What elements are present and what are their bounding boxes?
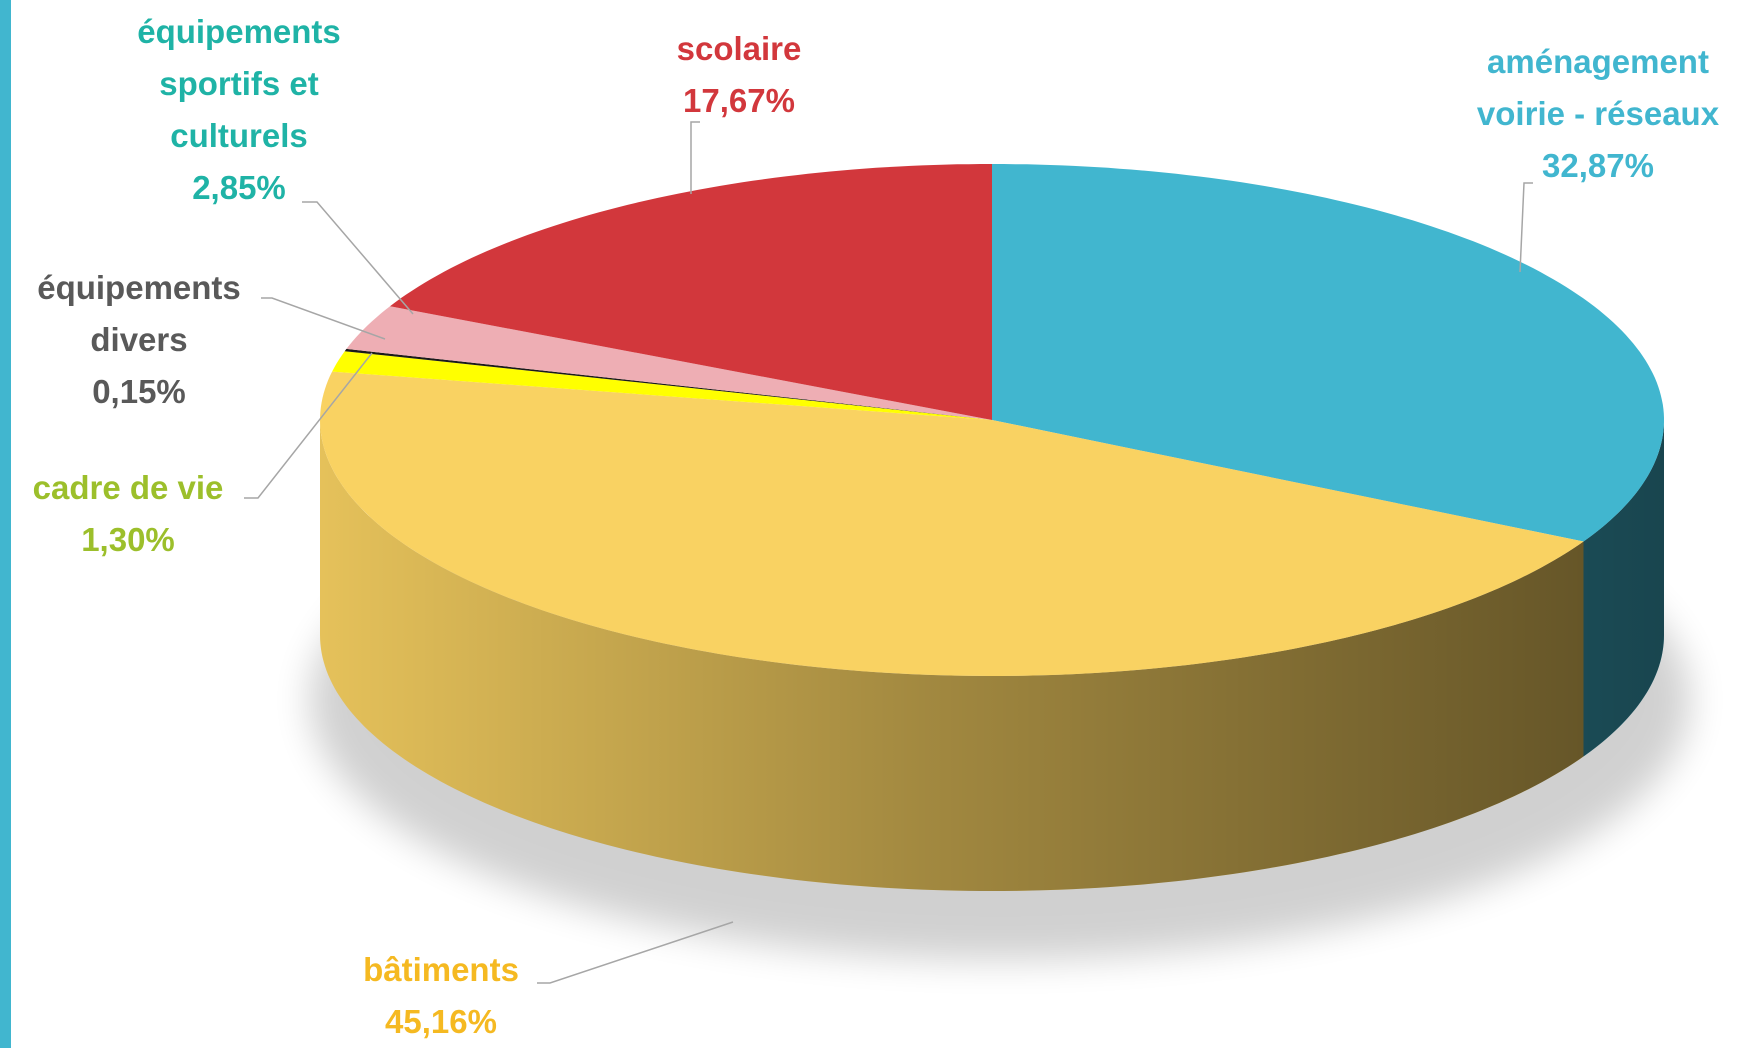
slice (344, 348, 992, 420)
value-label: 0,15% (92, 373, 186, 410)
slice (320, 371, 1584, 676)
leader-line (261, 297, 386, 340)
slice (346, 306, 992, 420)
leader-line (1519, 182, 1533, 273)
leader-line (537, 921, 734, 984)
value-label: 1,30% (81, 521, 175, 558)
slice-label: équipements divers 0,15% (24, 262, 254, 418)
slice-label: scolaire 17,67% (599, 23, 879, 127)
slice-label: équipements sportifs et culturels 2,85% (119, 6, 359, 214)
value-label: 45,16% (385, 1003, 497, 1040)
leader-line (302, 201, 414, 315)
slice-label: bâtiments 45,16% (291, 944, 591, 1048)
slice (332, 351, 993, 420)
category-label: aménagement voirie - réseaux (1476, 43, 1720, 132)
pie-sides (320, 420, 1664, 891)
category-label: scolaire (676, 30, 802, 67)
side-shading (320, 420, 1664, 891)
leader-lines (244, 121, 1533, 984)
pie-tops (320, 164, 1664, 676)
slice-label: aménagement voirie - réseaux 32,87% (1453, 36, 1742, 192)
category-label: équipements sportifs et culturels (137, 13, 341, 154)
slice-label: cadre de vie 1,30% (8, 462, 248, 566)
category-label: équipements divers (37, 269, 241, 358)
value-label: 2,85% (192, 169, 286, 206)
slice (390, 164, 992, 420)
category-label: bâtiments (363, 951, 519, 988)
leader-line (690, 121, 700, 194)
value-label: 32,87% (1542, 147, 1654, 184)
side-bar (0, 0, 11, 1048)
leader-line (244, 352, 373, 499)
slice (992, 164, 1664, 542)
category-label: cadre de vie (32, 469, 224, 506)
value-label: 17,67% (683, 82, 795, 119)
